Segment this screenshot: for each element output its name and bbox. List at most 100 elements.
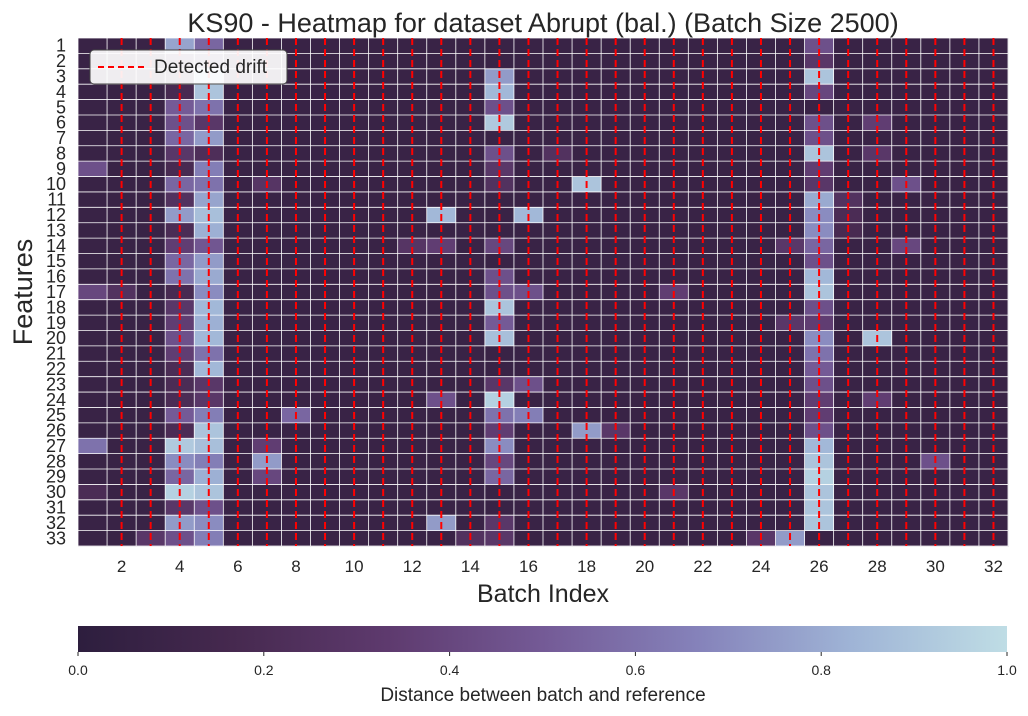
heatmap-cell	[572, 345, 602, 362]
x-axis-label: Batch Index	[477, 580, 610, 608]
heatmap-cell	[775, 392, 805, 408]
y-tick-label: 17	[46, 282, 66, 302]
heatmap-cell	[455, 345, 486, 362]
heatmap-cell	[252, 191, 282, 208]
heatmap-cell	[455, 114, 486, 131]
heatmap-cell	[543, 422, 573, 439]
colorbar-tick-label: 0.6	[626, 662, 646, 678]
heatmap-cell	[368, 191, 398, 208]
heatmap-cell	[397, 114, 428, 131]
x-tick-label: 12	[403, 557, 422, 576]
legend: Detected drift	[89, 49, 288, 85]
heatmap-cell	[252, 422, 282, 439]
heatmap-cell	[78, 361, 108, 377]
heatmap-cell	[601, 345, 631, 362]
heatmap-cell	[136, 469, 166, 485]
heatmap-cell	[775, 345, 805, 362]
heatmap-cell	[572, 114, 602, 131]
heatmap-cell	[513, 315, 544, 331]
heatmap-cell	[920, 315, 951, 331]
colorbar-tick-label: 0.2	[254, 662, 274, 678]
heatmap-cell	[194, 268, 224, 285]
heatmap-cell	[601, 114, 631, 131]
heatmap-cell	[426, 345, 457, 362]
heatmap-cell	[513, 191, 544, 208]
heatmap-cell	[194, 392, 224, 408]
heatmap-cell	[572, 422, 602, 439]
y-tick-label: 4	[56, 82, 66, 102]
heatmap-cell	[630, 422, 660, 439]
heatmap-cell	[78, 422, 108, 439]
heatmap-cell	[455, 191, 486, 208]
heatmap-cell	[78, 499, 108, 516]
heatmap-cell	[78, 453, 108, 470]
heatmap-cell	[891, 315, 922, 331]
heatmap-cell	[165, 469, 195, 485]
heatmap-cell	[688, 114, 718, 131]
heatmap-cell	[949, 38, 980, 54]
x-tick-label: 24	[752, 557, 771, 576]
heatmap-cell	[717, 238, 747, 254]
heatmap-cell	[630, 268, 660, 285]
heatmap-cell	[310, 315, 340, 331]
heatmap-cell	[688, 392, 718, 408]
heatmap-cell	[281, 392, 311, 408]
x-tick-labels: 2 4 6 8 10 12 14 16 18 20 22 24 26 28 30 32	[117, 557, 1003, 576]
heatmap-cell	[688, 315, 718, 331]
heatmap-cell	[339, 345, 369, 362]
heatmap-cell	[543, 114, 573, 131]
heatmap-cell	[368, 238, 398, 254]
heatmap-cell	[223, 315, 253, 331]
heatmap-cell	[339, 392, 369, 408]
heatmap-cell	[688, 161, 718, 177]
heatmap-cell	[426, 499, 457, 516]
heatmap-cell	[978, 161, 1009, 177]
heatmap-cell	[368, 345, 398, 362]
heatmap-cell	[775, 469, 805, 485]
heatmap-cell	[513, 469, 544, 485]
heatmap-cell	[78, 484, 108, 501]
heatmap-cell	[397, 422, 428, 439]
y-tick-label: 30	[46, 482, 66, 502]
heatmap-cell	[136, 114, 166, 131]
heatmap-cell	[688, 38, 718, 54]
heatmap-cell	[252, 114, 282, 131]
heatmap-cell	[717, 84, 747, 100]
heatmap-cell	[426, 161, 457, 177]
heatmap-cell	[746, 161, 776, 177]
heatmap-cell	[804, 422, 834, 439]
heatmap-cell	[920, 161, 951, 177]
heatmap-cell	[194, 499, 224, 516]
heatmap-cell	[78, 207, 108, 224]
heatmap-cell	[862, 392, 893, 408]
y-tick-label: 14	[46, 236, 66, 256]
heatmap-cell	[688, 238, 718, 254]
heatmap-cell	[833, 161, 863, 177]
heatmap-cell	[688, 469, 718, 485]
y-tick-label: 19	[46, 313, 66, 333]
heatmap-cell	[310, 161, 340, 177]
drift-lines	[120, 38, 995, 546]
heatmap-cell	[659, 161, 689, 177]
y-axis-label: Features	[8, 239, 38, 346]
y-tick-label: 21	[46, 344, 66, 364]
heatmap-cell	[775, 238, 805, 254]
heatmap-cell	[78, 161, 108, 177]
heatmap-cell	[949, 345, 980, 362]
heatmap-cell	[949, 161, 980, 177]
heatmap-cell	[804, 161, 834, 177]
heatmap-cell	[484, 238, 515, 254]
heatmap-cell	[368, 38, 398, 54]
heatmap-cell	[426, 315, 457, 331]
heatmap-cell	[513, 238, 544, 254]
heatmap-cell	[775, 191, 805, 208]
colorbar-tick-label: 0.4	[440, 662, 460, 678]
heatmap-cell	[746, 315, 776, 331]
heatmap-cell	[165, 345, 195, 362]
heatmap-cell	[717, 392, 747, 408]
heatmap-cell	[78, 268, 108, 285]
x-tick-label: 4	[175, 557, 184, 576]
heatmap-cell	[949, 191, 980, 208]
y-tick-label: 12	[46, 205, 66, 225]
heatmap-cell	[426, 38, 457, 54]
